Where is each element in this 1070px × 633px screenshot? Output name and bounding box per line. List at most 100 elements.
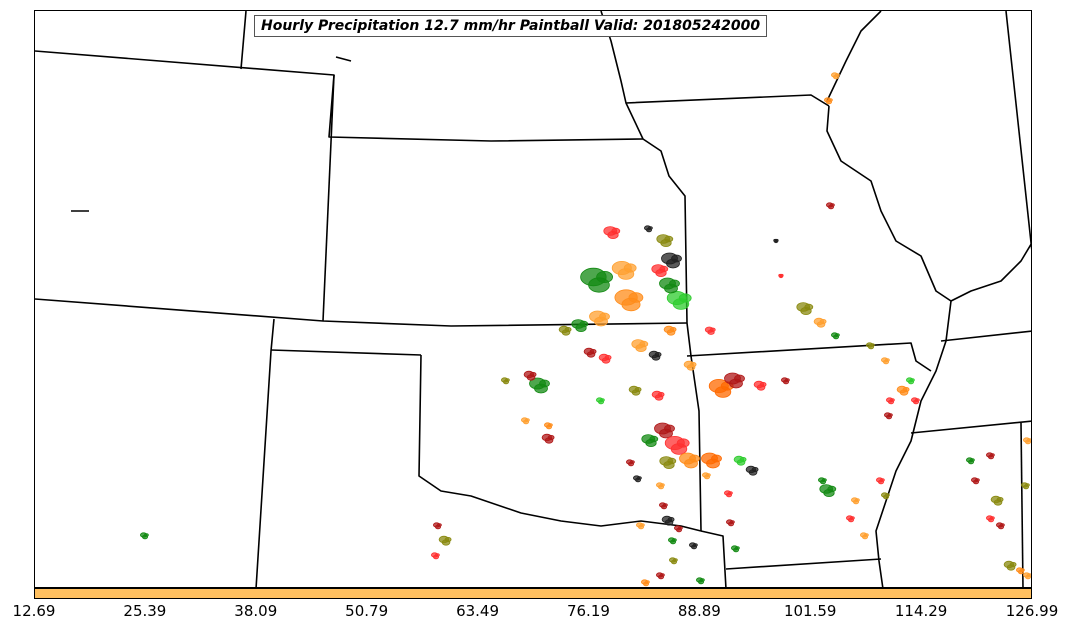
precip-blob [648, 226, 653, 230]
map-title: Hourly Precipitation 12.7 mm/hr Paintbal… [254, 15, 768, 37]
precip-blob [434, 553, 440, 557]
precip-blob [637, 476, 642, 480]
precip-blob [664, 235, 674, 243]
precip-blob [774, 238, 779, 243]
precip-blob [660, 573, 665, 577]
precip-blob [689, 454, 700, 463]
precip-blob [835, 333, 840, 337]
precip-blob [672, 538, 677, 542]
missouri-south-border [686, 342, 932, 372]
precip-blob [634, 386, 642, 392]
precip-blob [667, 457, 677, 465]
precip-blob [706, 473, 711, 477]
precip-blob [678, 526, 683, 530]
colorbar-tick-label: 88.89 [677, 602, 721, 620]
precip-blob [785, 378, 790, 382]
precip-blob [850, 516, 855, 520]
precip-blob [628, 292, 644, 303]
precip-blob [663, 503, 668, 507]
kansas-east-border [642, 138, 702, 532]
precip-blob [693, 543, 698, 547]
wyoming-south-border [35, 50, 644, 142]
precip-blob [640, 523, 645, 527]
precip-blob [709, 327, 716, 332]
map-canvas [35, 11, 1031, 587]
colorbar-tick-label: 76.19 [566, 602, 610, 620]
oklahoma-east-border [700, 530, 727, 587]
precip-blob [664, 424, 675, 433]
new-mexico-north-border [270, 349, 422, 356]
illinois-border [826, 11, 882, 102]
precip-blob [1025, 483, 1030, 487]
colorbar [34, 588, 1032, 599]
precip-blob [525, 418, 530, 422]
precip-blob [547, 434, 555, 440]
precip-blob [678, 293, 692, 303]
precip-blob [880, 478, 885, 482]
precip-blob [649, 435, 659, 443]
colorbar-tick-label: 101.59 [783, 602, 837, 620]
colorbar-tick-label: 50.79 [345, 602, 389, 620]
precip-blob [827, 485, 837, 493]
precip-blob [711, 454, 722, 463]
precip-blob [902, 386, 910, 392]
precip-blob [734, 374, 745, 383]
precip-blob [728, 491, 733, 495]
precip-blob [828, 98, 833, 102]
precip-blob [730, 520, 735, 524]
precip-blob [739, 456, 747, 462]
montana-south-border [240, 11, 247, 70]
precip-blob [1027, 438, 1031, 442]
precip-blob [864, 533, 869, 537]
precip-blob [1000, 523, 1005, 527]
colorbar-tick-label: 38.09 [234, 602, 278, 620]
precip-blob [1027, 573, 1031, 577]
precip-blob [669, 326, 677, 332]
precip-blob [673, 558, 678, 562]
colorado-north-border [35, 298, 688, 327]
arkansas-south-border [725, 558, 882, 570]
precip-blob [539, 379, 550, 388]
mississippi-river [826, 105, 952, 587]
precip-blob [589, 348, 597, 354]
colorbar-tick-label: 12.69 [12, 602, 56, 620]
precip-blob [444, 537, 452, 543]
tennessee-border [910, 420, 1031, 434]
precip-blob [870, 343, 875, 347]
precip-blob [611, 227, 621, 235]
precip-blob [657, 391, 665, 397]
precip-blob [915, 398, 920, 402]
alabama-west-border [1020, 422, 1024, 587]
precip-blob [504, 378, 510, 382]
precip-blob [676, 438, 690, 448]
precip-blob [669, 279, 680, 288]
precip-blob [548, 423, 553, 427]
precip-blob [996, 496, 1004, 502]
precip-blob [579, 320, 589, 328]
precip-blob [671, 254, 682, 263]
precip-blob [885, 358, 890, 362]
precip-blob [855, 498, 860, 502]
precip-blob [830, 203, 835, 207]
precip-blob [751, 466, 759, 472]
state-borders [35, 11, 1031, 587]
precip-blob [888, 413, 893, 417]
precip-blob [700, 578, 705, 582]
precip-blob [990, 516, 995, 520]
ohio-river [950, 242, 1031, 302]
kentucky-border [940, 330, 1031, 342]
precip-blob [759, 381, 767, 387]
precip-blob [667, 517, 675, 523]
precip-blob [639, 340, 649, 348]
precipitation-paintballs [140, 72, 1031, 587]
precip-blob [600, 398, 605, 402]
precip-blob [975, 478, 980, 482]
precip-blob [436, 523, 442, 527]
colorbar-tick-label: 63.49 [456, 602, 500, 620]
precip-blob [659, 265, 669, 273]
precip-blob [623, 263, 637, 273]
precip-blob [564, 326, 572, 332]
precip-blob [835, 73, 840, 77]
precip-blob [529, 371, 537, 377]
precip-blob [654, 351, 662, 357]
